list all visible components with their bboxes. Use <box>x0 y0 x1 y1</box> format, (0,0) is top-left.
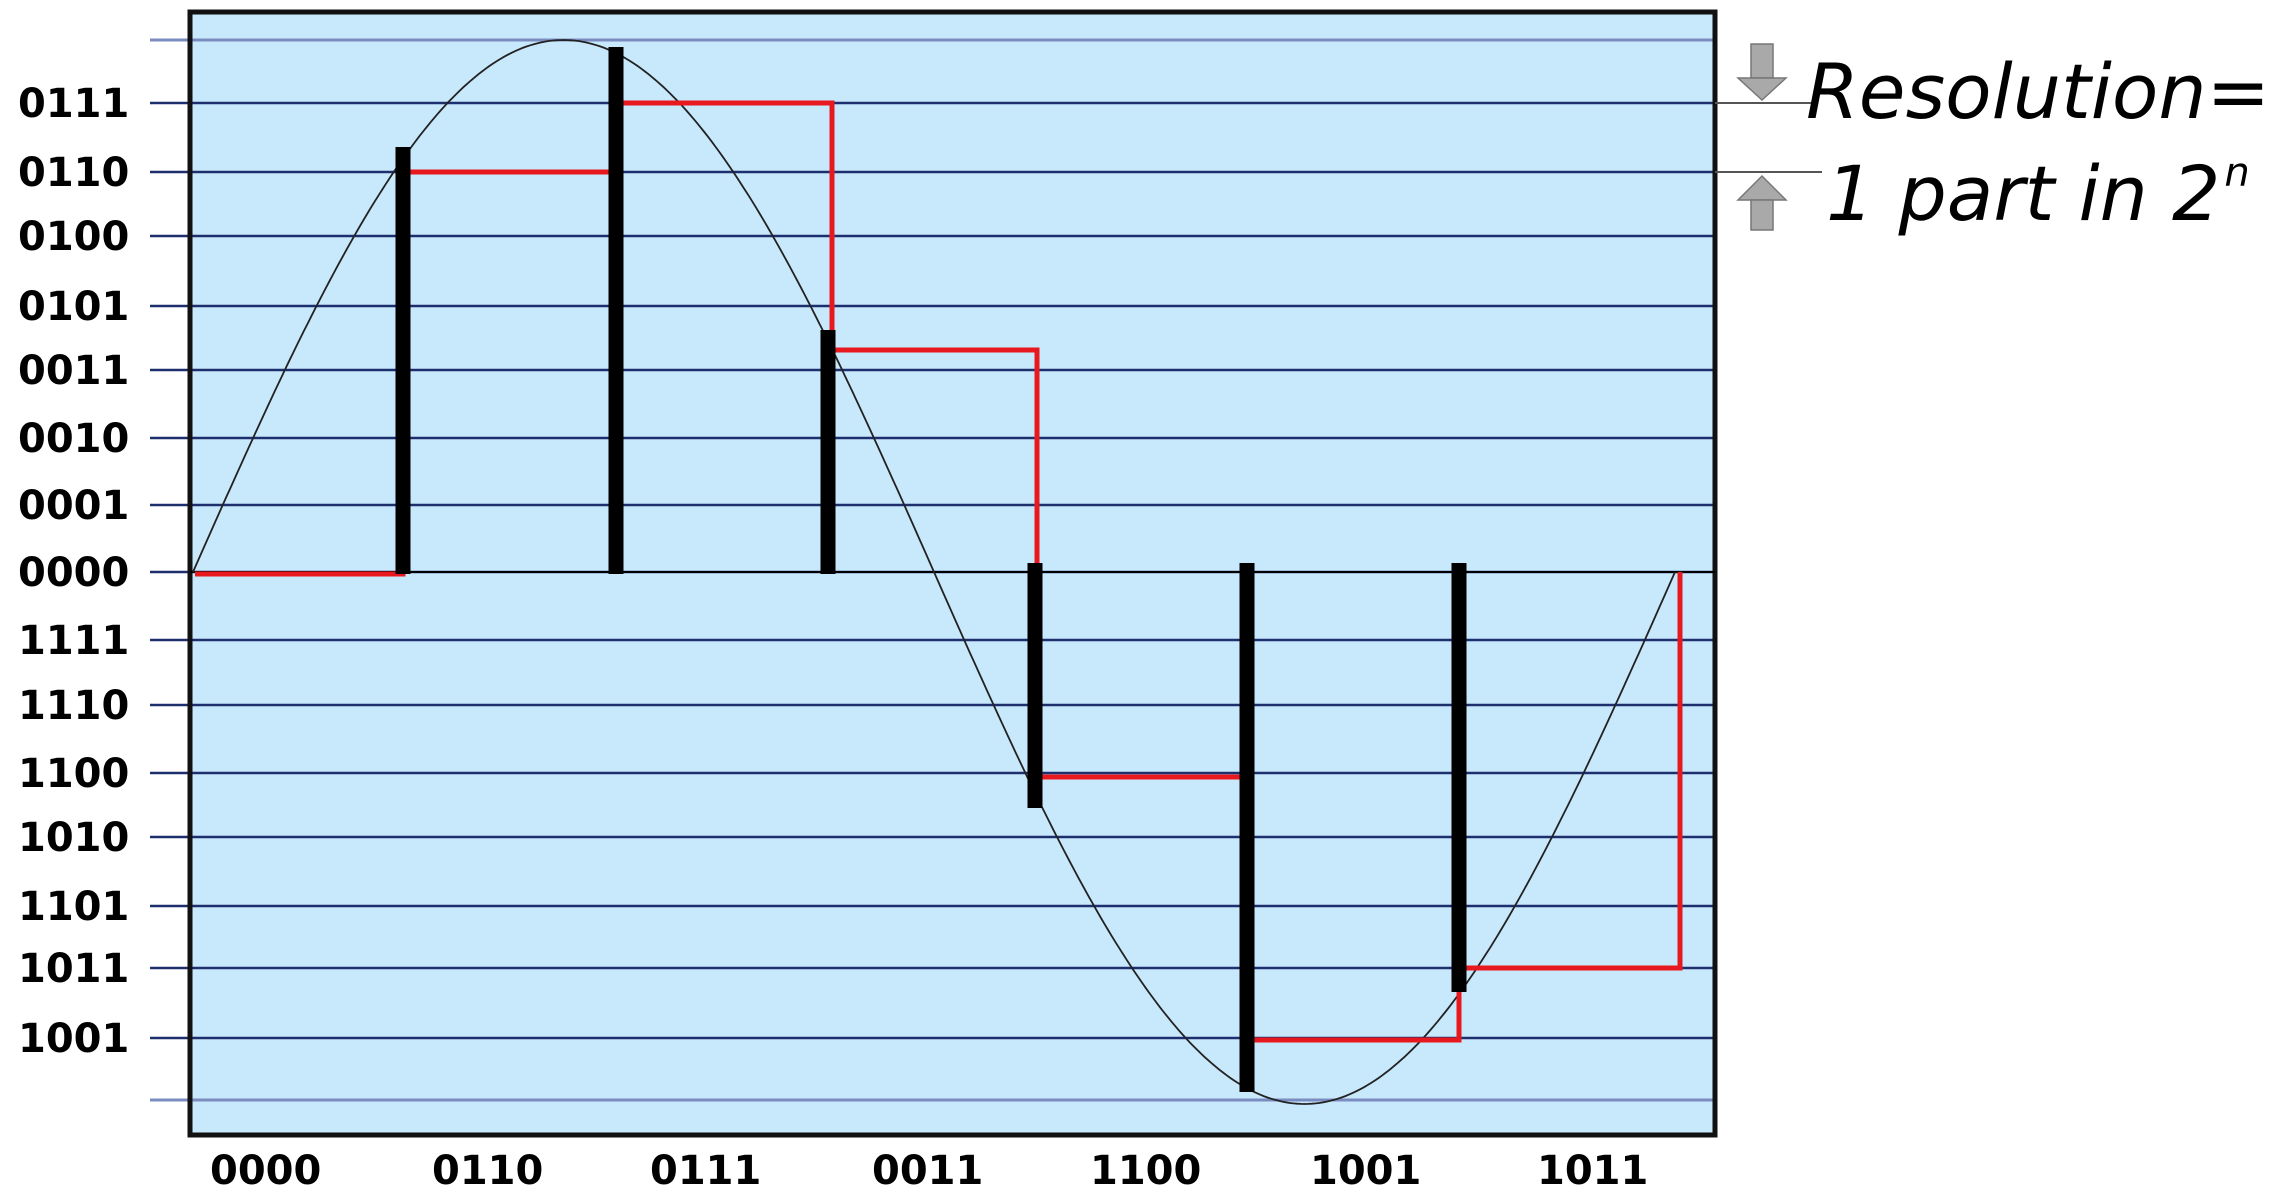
y-tick-label: 1011 <box>18 946 129 992</box>
y-tick-label: 1010 <box>18 815 129 861</box>
y-tick-label: 0110 <box>18 150 129 196</box>
x-tick-label: 0000 <box>210 1148 321 1194</box>
y-tick-label: 1101 <box>18 884 129 930</box>
resolution-line1: Resolution= <box>1806 47 2270 136</box>
y-tick-label: 0011 <box>18 348 129 394</box>
x-tick-label: 1011 <box>1537 1148 1648 1194</box>
y-tick-label: 0001 <box>18 483 129 529</box>
resolution-exponent: n <box>2224 150 2249 196</box>
y-tick-label: 0010 <box>18 416 129 462</box>
x-tick-label: 0111 <box>650 1148 761 1194</box>
x-axis-labels: 0000 0110 0111 0011 1100 1001 1011 <box>210 1148 1648 1194</box>
plot-frame <box>187 9 1718 1138</box>
analog-sine-wave <box>192 39 1676 1105</box>
y-axis-labels: 0111 0110 0100 0101 0011 0010 0001 0000 1111 1110… <box>18 81 129 1062</box>
y-tick-label: 0100 <box>18 214 129 260</box>
y-tick-label: 1110 <box>18 683 129 729</box>
x-tick-label: 1001 <box>1310 1148 1421 1194</box>
x-tick-label: 0110 <box>432 1148 543 1194</box>
down-arrow-icon <box>1736 43 1788 102</box>
resolution-line2-text: 1 part in 2 <box>1826 149 2220 238</box>
y-tick-label: 0111 <box>18 81 129 127</box>
y-tick-label: 1100 <box>18 751 129 797</box>
y-tick-label: 1001 <box>18 1016 129 1062</box>
y-tick-label: 0000 <box>18 550 129 596</box>
x-tick-label: 0011 <box>872 1148 983 1194</box>
y-tick-label: 1111 <box>18 618 129 664</box>
sample-bars <box>395 47 1467 1092</box>
y-tick-label: 0101 <box>18 284 129 330</box>
up-arrow-icon <box>1736 174 1788 231</box>
x-tick-label: 1100 <box>1090 1148 1201 1194</box>
